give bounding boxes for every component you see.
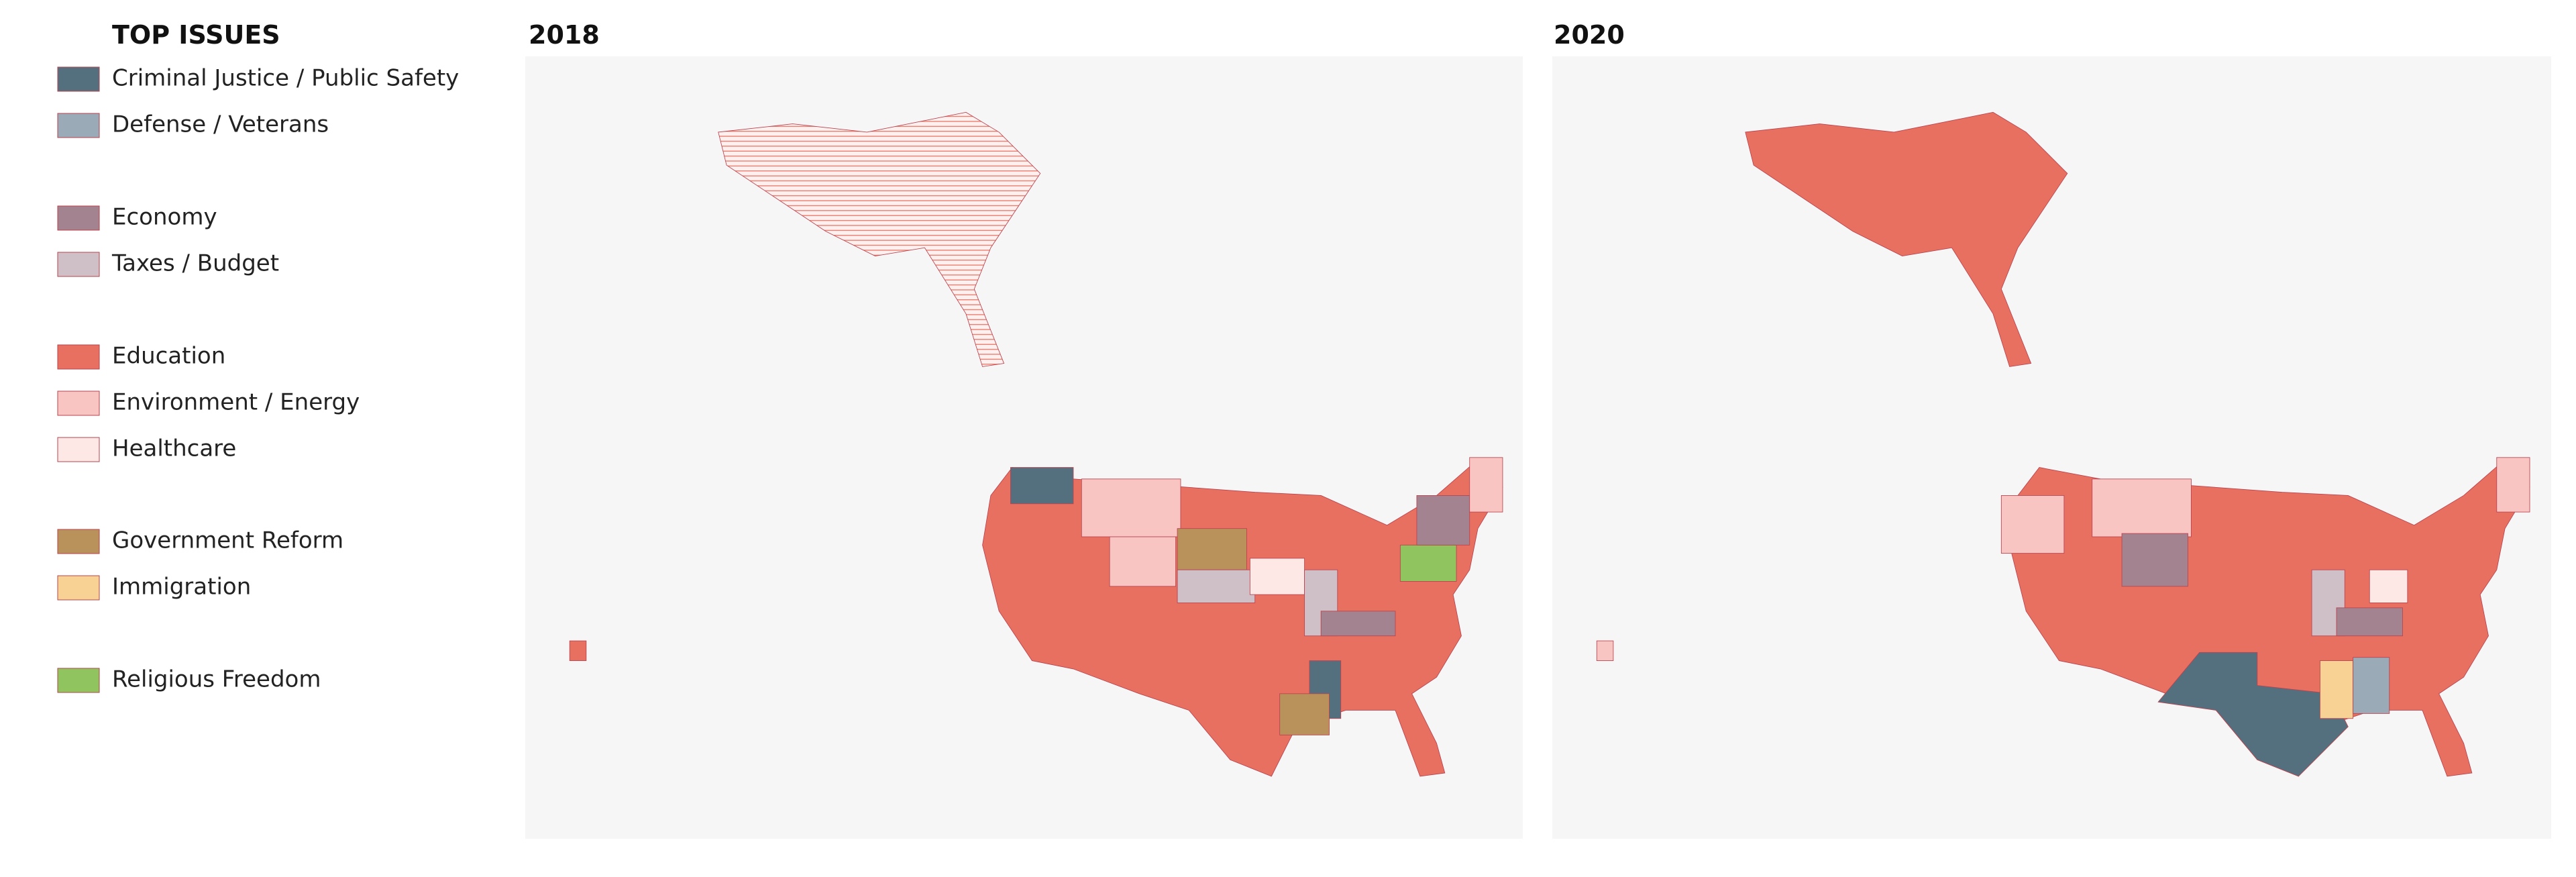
legend-label: Defense / Veterans [112,111,329,138]
legend-swatch [57,205,100,231]
legend-label: Government Reform [112,527,343,554]
legend-swatch [57,391,100,416]
map-2018 [569,111,1503,777]
legend-label: Immigration [112,574,251,601]
legend-label: Taxes / Budget [111,250,279,277]
legend-swatch [57,344,100,370]
map-2020 [1596,111,2530,777]
legend-label: Healthcare [112,435,236,462]
legend-title: TOP ISSUES [112,20,280,50]
legend-swatch [57,66,100,92]
legend-swatch [57,529,100,554]
map-title: 2020 [1554,20,1625,50]
legend: Criminal Justice / Public Safety Defense … [57,65,459,693]
map-title: 2018 [529,20,600,50]
legend-swatch [57,437,100,462]
legend-label: Economy [112,204,217,231]
legend-label: Education [112,343,225,370]
legend-swatch [57,575,100,601]
legend-label: Criminal Justice / Public Safety [112,65,459,92]
legend-swatch [57,668,100,693]
legend-label: Religious Freedom [112,666,321,693]
legend-swatch [57,252,100,277]
legend-swatch [57,113,100,138]
legend-label: Environment / Energy [112,389,360,416]
